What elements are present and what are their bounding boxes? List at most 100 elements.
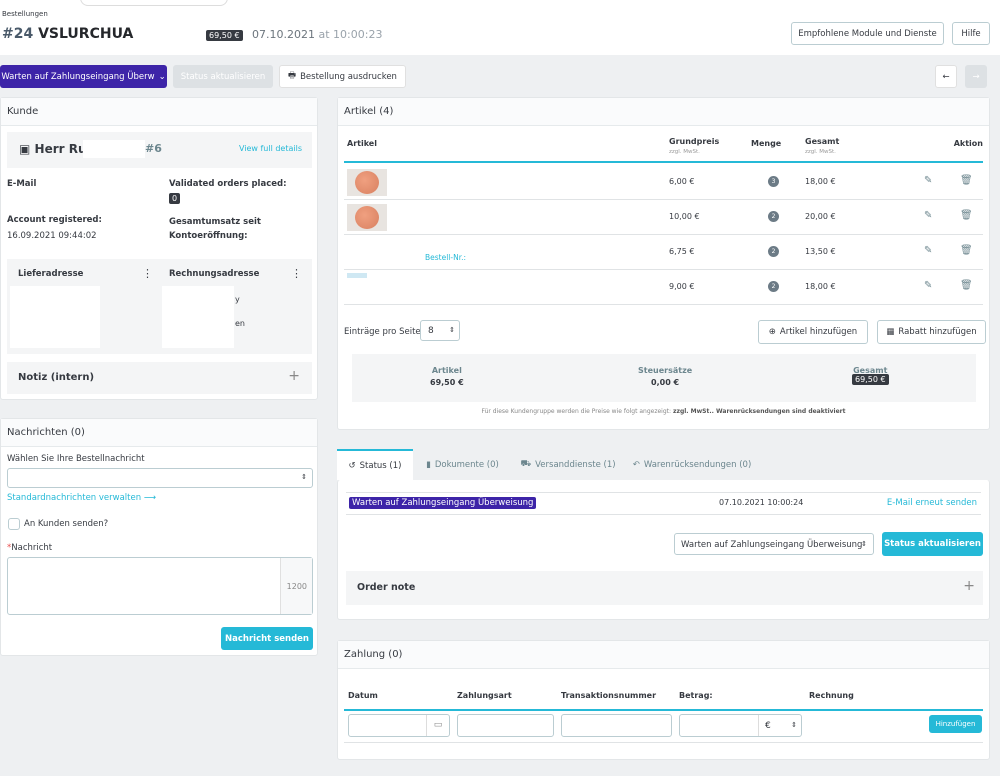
col-article: Artikel bbox=[347, 139, 377, 148]
email-label: E-Mail bbox=[7, 179, 37, 189]
message-select[interactable]: ⇕ bbox=[7, 468, 313, 488]
order-tabs: ↺ Status (1) ▮ Dokumente (0) ⛟ Versanddienste… bbox=[337, 449, 990, 480]
product-row: Bestell-Nr.: 6,75 € 2 13,50 € ✎ 🗑 bbox=[344, 235, 983, 270]
payment-table-header: Datum Zahlungsart Transaktionsnummer Betrag… bbox=[344, 683, 983, 711]
printer-icon: 🖶 bbox=[288, 70, 297, 81]
message-label: *Nachricht bbox=[7, 543, 53, 553]
resend-email-link[interactable]: E-Mail erneut senden bbox=[886, 498, 977, 508]
product-thumbnail bbox=[347, 273, 367, 278]
payment-col: Betrag: bbox=[679, 691, 713, 700]
internal-note-toggle[interactable]: Notiz (intern) + bbox=[7, 362, 312, 394]
char-counter: 1200 bbox=[286, 582, 307, 591]
tab-dokumente[interactable]: ▮ Dokumente (0) bbox=[415, 449, 510, 480]
redacted-block bbox=[83, 140, 145, 158]
products-panel: Artikel (4) Artikel Grundpreis zzgl. MwSt… bbox=[337, 97, 990, 430]
add-payment-button[interactable]: Hinzufügen bbox=[929, 715, 982, 733]
status-history-row: Warten auf Zahlungseingang Überweisung 0… bbox=[346, 492, 981, 515]
messages-title: Nachrichten (0) bbox=[1, 419, 317, 447]
recommended-modules-button[interactable]: Empfohlene Module und Dienste bbox=[791, 22, 944, 45]
view-full-details-link[interactable]: View full details bbox=[238, 144, 302, 153]
billing-address-label: Rechnungsadresse bbox=[169, 269, 260, 279]
delivery-address-label: Lieferadresse bbox=[18, 269, 84, 279]
undo-icon: ↶ bbox=[632, 459, 640, 470]
registered-label: Account registered: bbox=[7, 215, 102, 225]
product-thumbnail bbox=[347, 204, 387, 231]
search-input[interactable] bbox=[80, 0, 228, 6]
breadcrumb[interactable]: Bestellungen bbox=[2, 10, 48, 18]
calendar-icon[interactable]: ▭ bbox=[426, 715, 449, 736]
tab-warenrücksendungen[interactable]: ↶ Warenrücksendungen (0) bbox=[627, 449, 757, 480]
edit-icon[interactable]: ✎ bbox=[924, 210, 933, 221]
payment-title: Zahlung (0) bbox=[338, 641, 989, 669]
plus-icon[interactable]: + bbox=[963, 578, 975, 594]
print-order-button[interactable]: 🖶 Bestellung ausdrucken bbox=[279, 65, 406, 88]
billing-address-text: en bbox=[235, 319, 245, 328]
more-vertical-icon[interactable]: ⋮ bbox=[142, 267, 153, 280]
line-total: 20,00 € bbox=[805, 212, 836, 221]
tab-label: Warenrücksendungen (0) bbox=[643, 459, 752, 470]
previous-order-button[interactable]: ← bbox=[935, 65, 957, 88]
col-total: Gesamt zzgl. MwSt. bbox=[805, 137, 840, 155]
line-total: 18,00 € bbox=[805, 282, 836, 291]
order-total-badge: 69,50 € bbox=[206, 30, 243, 41]
edit-icon[interactable]: ✎ bbox=[924, 280, 933, 291]
message-textarea[interactable]: 1200 bbox=[7, 557, 313, 615]
trash-icon[interactable]: 🗑 bbox=[960, 210, 973, 221]
send-message-button[interactable]: Nachricht senden bbox=[221, 627, 313, 650]
file-icon: ▮ bbox=[426, 459, 431, 470]
payment-date-input[interactable]: ▭ bbox=[348, 714, 450, 737]
payment-method-input[interactable] bbox=[457, 714, 554, 737]
payment-col: Rechnung bbox=[809, 691, 854, 700]
page-header: Bestellungen #24 VSLURCHUA 69,50 € 07.10… bbox=[0, 0, 1000, 55]
price-display-note: Für diese Kundengruppe werden die Preise… bbox=[481, 408, 846, 415]
status-badge: Warten auf Zahlungseingang Überweisung bbox=[349, 497, 537, 509]
unit-price: 10,00 € bbox=[669, 212, 700, 221]
amount-input[interactable]: € ⇕ bbox=[679, 714, 802, 737]
next-order-button[interactable]: → bbox=[965, 65, 987, 88]
internal-note-label: Notiz (intern) bbox=[18, 372, 95, 383]
transaction-id-input[interactable] bbox=[561, 714, 672, 737]
product-thumbnail bbox=[347, 169, 387, 196]
trash-icon[interactable]: 🗑 bbox=[960, 245, 973, 256]
send-to-customer-checkbox[interactable] bbox=[8, 518, 20, 530]
tab-label: Dokumente (0) bbox=[434, 459, 499, 470]
customer-header: ▣ Herr Ru #6 View full details bbox=[7, 132, 312, 168]
line-total: 18,00 € bbox=[805, 177, 836, 186]
more-vertical-icon[interactable]: ⋮ bbox=[291, 267, 302, 280]
quantity-badge: 3 bbox=[768, 176, 779, 187]
trash-icon[interactable]: 🗑 bbox=[960, 175, 973, 186]
page-title: #24 VSLURCHUA bbox=[2, 26, 134, 42]
status-select[interactable]: Warten auf Zahlungseingang Überweisung ⇕ bbox=[674, 533, 874, 555]
payment-form-row: ▭ € ⇕ Hinzufügen bbox=[344, 711, 983, 743]
edit-icon[interactable]: ✎ bbox=[924, 175, 933, 186]
unit-price: 9,00 € bbox=[669, 282, 695, 291]
per-page-select[interactable]: 8 ⇕ bbox=[420, 320, 460, 341]
order-status-dropdown[interactable]: Warten auf Zahlungseingang Überw ⌄ bbox=[0, 65, 167, 88]
customer-name: ▣ Herr Ru bbox=[19, 142, 87, 156]
update-status-button[interactable]: Status aktualisieren bbox=[173, 65, 273, 88]
tab-versanddienste[interactable]: ⛟ Versanddienste (1) bbox=[512, 449, 624, 480]
add-product-button[interactable]: ⊕ Artikel hinzufügen bbox=[758, 320, 868, 344]
status-panel: Warten auf Zahlungseingang Überweisung 0… bbox=[337, 480, 990, 620]
order-date: 07.10.2021 at 10:00:23 bbox=[252, 28, 383, 41]
send-to-customer-label: An Kunden senden? bbox=[24, 519, 109, 529]
plus-icon[interactable]: + bbox=[288, 368, 300, 384]
validated-orders-label: Validated orders placed: bbox=[169, 179, 287, 189]
trash-icon[interactable]: 🗑 bbox=[960, 280, 973, 291]
edit-icon[interactable]: ✎ bbox=[924, 245, 933, 256]
manage-messages-link[interactable]: Standardnachrichten verwalten ⟶ bbox=[7, 493, 157, 503]
line-total: 13,50 € bbox=[805, 247, 836, 256]
product-row: 9,00 € 2 18,00 € ✎ 🗑 bbox=[344, 270, 983, 305]
update-status-submit[interactable]: Status aktualisieren bbox=[882, 532, 983, 556]
help-button[interactable]: Hilfe bbox=[952, 22, 990, 45]
order-note-toggle[interactable]: Order note + bbox=[346, 571, 983, 605]
message-select-label: Wählen Sie Ihre Bestellnachricht bbox=[7, 454, 145, 464]
currency-select[interactable]: € ⇕ bbox=[758, 715, 802, 736]
add-discount-button[interactable]: ▦ Rabatt hinzufügen bbox=[877, 320, 986, 344]
payment-col: Transaktionsnummer bbox=[561, 691, 657, 700]
billing-address-text: y bbox=[235, 295, 240, 304]
validated-orders-count: 0 bbox=[169, 193, 181, 204]
tab-status[interactable]: ↺ Status (1) bbox=[337, 449, 413, 480]
messages-panel: Nachrichten (0) Wählen Sie Ihre Bestelln… bbox=[0, 418, 318, 656]
ticket-icon: ▦ bbox=[886, 327, 895, 337]
